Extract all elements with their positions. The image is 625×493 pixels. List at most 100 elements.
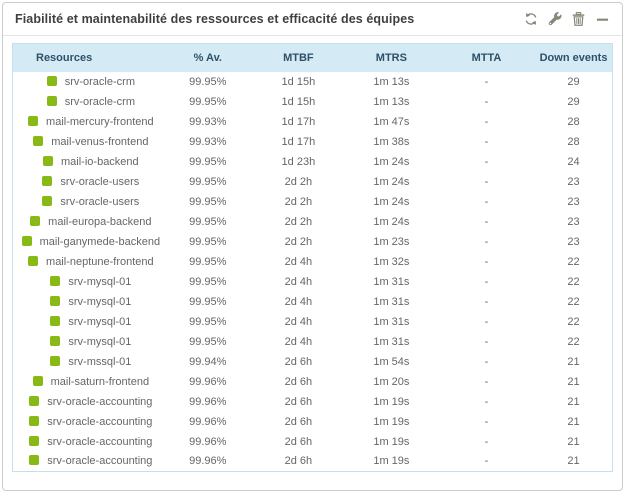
refresh-icon[interactable] [523,12,538,27]
availability-table: Resources % Av. MTBF MTRS MTTA Down even… [12,43,613,472]
down-events-cell: 21 [567,435,580,448]
status-ok-icon [50,275,61,286]
column-header-mtta: MTTA [437,43,536,72]
widget-toolbar [523,12,610,27]
status-ok-icon [33,135,44,146]
status-ok-icon [50,355,61,366]
mtrs-cell: 1m 24s [373,155,410,168]
down-events-cell: 21 [567,455,580,468]
mtta-cell: - [484,255,489,268]
table-row[interactable]: mail-europa-backend 99.95% 2d 2h 1m 24s … [13,212,613,232]
status-ok-icon [50,315,61,326]
table-row[interactable]: srv-oracle-users 99.95% 2d 2h 1m 24s - 2… [13,172,613,192]
resource-cell: mail-ganymede-backend [13,232,164,252]
mtrs-cell: 1m 47s [373,115,410,128]
wrench-icon[interactable] [547,12,562,27]
table-row[interactable]: srv-mysql-01 99.95% 2d 4h 1m 31s - 22 [13,272,613,292]
resource-name: srv-oracle-users [60,175,140,188]
resource-cell: srv-mysql-01 [13,332,164,352]
availability-cell: 99.96% [189,395,227,408]
widget-title: Fiabilité et maintenabilité des ressourc… [15,12,415,26]
mtbf-cell: 1d 17h [281,135,316,148]
table-row[interactable]: mail-venus-frontend 99.93% 1d 17h 1m 38s… [13,132,613,152]
status-ok-icon [29,415,40,426]
availability-cell: 99.96% [189,455,227,468]
resource-cell: srv-oracle-accounting [13,392,164,412]
mtrs-cell: 1m 13s [373,75,410,88]
resource-cell: srv-mssql-01 [13,352,164,372]
availability-cell: 99.95% [189,295,227,308]
table-row[interactable]: mail-ganymede-backend 99.95% 2d 2h 1m 23… [13,232,613,252]
mtta-cell: - [484,135,489,148]
table-header-row: Resources % Av. MTBF MTRS MTTA Down even… [12,43,613,72]
table-row[interactable]: srv-oracle-accounting 99.96% 2d 6h 1m 19… [13,452,613,472]
down-events-cell: 23 [567,195,580,208]
resource-cell: srv-oracle-accounting [13,412,164,432]
table-row[interactable]: srv-oracle-accounting 99.96% 2d 6h 1m 19… [13,392,613,412]
mtbf-cell: 2d 6h [284,395,313,408]
mtrs-cell: 1m 32s [373,255,410,268]
availability-cell: 99.94% [189,355,227,368]
resource-name: mail-mercury-frontend [46,115,154,128]
resource-name: srv-oracle-accounting [47,395,153,408]
status-ok-icon [29,395,40,406]
trash-icon[interactable] [571,12,586,27]
down-events-cell: 28 [567,115,580,128]
table-row[interactable]: srv-oracle-accounting 99.96% 2d 6h 1m 19… [13,432,613,452]
availability-cell: 99.95% [189,175,227,188]
mtrs-cell: 1m 23s [373,235,410,248]
mtbf-cell: 1d 15h [281,95,316,108]
resource-cell: mail-neptune-frontend [13,252,164,272]
table-row[interactable]: mail-mercury-frontend 99.93% 1d 17h 1m 4… [13,112,613,132]
table-row[interactable]: srv-mysql-01 99.95% 2d 4h 1m 31s - 22 [13,292,613,312]
mtta-cell: - [484,335,489,348]
down-events-cell: 21 [567,415,580,428]
table-row[interactable]: srv-oracle-users 99.95% 2d 2h 1m 24s - 2… [13,192,613,212]
mtrs-cell: 1m 19s [373,395,410,408]
mtrs-cell: 1m 19s [373,415,410,428]
table-row[interactable]: mail-neptune-frontend 99.95% 2d 4h 1m 32… [13,252,613,272]
mtbf-cell: 2d 4h [284,275,313,288]
resource-name: mail-neptune-frontend [46,255,154,268]
mtrs-cell: 1m 19s [373,435,410,448]
status-ok-icon [29,455,40,466]
column-header-availability: % Av. [163,43,252,72]
mtbf-cell: 1d 17h [281,115,316,128]
mtrs-cell: 1m 54s [373,355,410,368]
status-ok-icon [42,195,53,206]
mtta-cell: - [484,315,489,328]
table-row[interactable]: srv-oracle-crm 99.95% 1d 15h 1m 13s - 29 [13,92,613,112]
table-row[interactable]: srv-oracle-crm 99.95% 1d 15h 1m 13s - 29 [13,72,613,92]
table-row[interactable]: srv-mysql-01 99.95% 2d 4h 1m 31s - 22 [13,312,613,332]
table-row[interactable]: srv-mysql-01 99.95% 2d 4h 1m 31s - 22 [13,332,613,352]
mtbf-cell: 1d 23h [281,155,316,168]
resource-name: srv-oracle-users [60,195,140,208]
availability-cell: 99.95% [189,275,227,288]
table-row[interactable]: mail-saturn-frontend 99.96% 2d 6h 1m 20s… [13,372,613,392]
resource-cell: srv-oracle-accounting [13,452,164,472]
status-ok-icon [46,95,57,106]
resource-cell: srv-mysql-01 [13,292,164,312]
column-header-down-events: Down events [535,43,613,72]
availability-cell: 99.95% [189,315,227,328]
status-ok-icon [43,155,54,166]
resource-name: srv-oracle-crm [64,75,135,88]
table-row[interactable]: srv-mssql-01 99.94% 2d 6h 1m 54s - 21 [13,352,613,372]
table-row[interactable]: srv-oracle-accounting 99.96% 2d 6h 1m 19… [13,412,613,432]
resource-name: srv-mysql-01 [68,315,132,328]
table-row[interactable]: mail-io-backend 99.95% 1d 23h 1m 24s - 2… [13,152,613,172]
mtbf-cell: 2d 6h [284,455,313,468]
resource-name: mail-venus-frontend [51,135,149,148]
mtta-cell: - [484,75,489,88]
availability-cell: 99.95% [189,255,227,268]
availability-cell: 99.95% [189,155,227,168]
status-ok-icon [29,435,40,446]
down-events-cell: 23 [567,235,580,248]
mtbf-cell: 2d 4h [284,335,313,348]
resource-cell: srv-oracle-accounting [13,432,164,452]
status-ok-icon [30,215,41,226]
down-events-cell: 22 [567,295,580,308]
minimize-icon[interactable] [595,12,610,27]
resource-cell: mail-io-backend [13,152,164,172]
mtta-cell: - [484,155,489,168]
